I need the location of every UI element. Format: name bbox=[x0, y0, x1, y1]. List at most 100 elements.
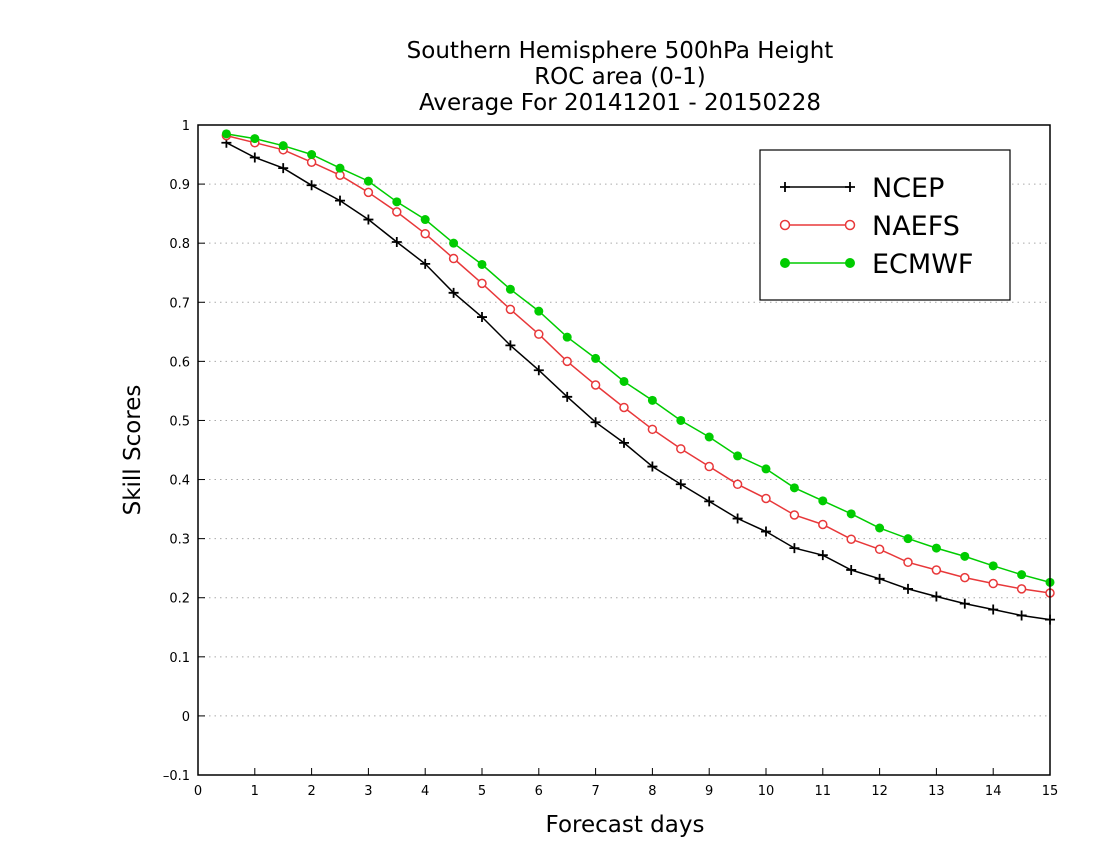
point-ecmwf bbox=[307, 150, 317, 160]
y-tick-label: –0.1 bbox=[163, 769, 190, 784]
y-tick-label: 0.2 bbox=[169, 592, 190, 607]
point-naefs bbox=[590, 380, 601, 390]
series-line-naefs bbox=[226, 134, 1051, 594]
point-ncep bbox=[988, 604, 999, 615]
x-tick-label: 14 bbox=[985, 784, 1002, 799]
point-naefs bbox=[903, 557, 913, 568]
point-naefs bbox=[306, 157, 317, 167]
point-ecmwf bbox=[875, 523, 885, 533]
x-axis-label: Forecast days bbox=[546, 812, 705, 838]
point-ncep bbox=[249, 152, 260, 163]
point-ecmwf bbox=[278, 141, 288, 151]
point-ecmwf bbox=[733, 451, 743, 461]
point-ecmwf bbox=[619, 376, 629, 386]
title-line-2: ROC area (0-1) bbox=[534, 64, 706, 90]
y-tick-label: 0.6 bbox=[169, 355, 190, 370]
y-tick-label: 0 bbox=[182, 710, 190, 725]
point-naefs bbox=[846, 534, 856, 544]
point-ncep bbox=[477, 312, 487, 323]
point-ncep bbox=[675, 479, 686, 490]
legend-ecmwf-marker-right bbox=[845, 258, 855, 268]
legend-naefs-label: NAEFS bbox=[872, 211, 960, 242]
title-line-1: Southern Hemisphere 500hPa Height bbox=[407, 38, 834, 64]
point-ecmwf bbox=[903, 534, 913, 544]
point-ncep bbox=[846, 564, 857, 575]
point-naefs bbox=[1016, 584, 1027, 594]
point-ncep bbox=[590, 417, 601, 428]
point-ecmwf bbox=[591, 353, 601, 363]
x-tick-label: 9 bbox=[705, 784, 713, 799]
y-tick-label: 0.5 bbox=[169, 414, 190, 429]
point-ncep bbox=[704, 496, 715, 507]
point-ecmwf bbox=[761, 464, 771, 474]
x-tick-label: 8 bbox=[648, 784, 656, 799]
x-tick-label: 10 bbox=[758, 784, 775, 799]
title-line-3: Average For 20141201 - 20150228 bbox=[419, 90, 821, 116]
point-ecmwf bbox=[676, 415, 686, 425]
point-ecmwf bbox=[477, 259, 487, 269]
legend-naefs-marker-right bbox=[844, 219, 856, 231]
y-tick-label: 0.3 bbox=[169, 533, 190, 548]
point-ecmwf bbox=[789, 483, 799, 493]
point-ecmwf bbox=[392, 197, 402, 207]
point-ecmwf bbox=[988, 561, 998, 571]
point-naefs bbox=[960, 572, 970, 583]
point-ncep bbox=[505, 340, 516, 351]
point-ecmwf bbox=[534, 306, 544, 316]
point-ncep bbox=[732, 513, 743, 524]
point-naefs bbox=[363, 187, 374, 198]
point-ecmwf bbox=[960, 551, 970, 561]
point-ncep bbox=[363, 214, 374, 225]
point-ncep bbox=[420, 258, 431, 269]
x-tick-label: 6 bbox=[535, 784, 543, 799]
x-tick-label: 12 bbox=[871, 784, 888, 799]
point-ecmwf bbox=[420, 215, 430, 225]
point-naefs bbox=[477, 278, 487, 289]
point-naefs bbox=[704, 461, 714, 472]
point-naefs bbox=[789, 510, 800, 520]
legend: NCEP NAEFS ECMWF bbox=[759, 149, 1011, 301]
x-tick-label: 15 bbox=[1042, 784, 1059, 799]
legend-ncep-marker bbox=[780, 182, 855, 192]
point-ecmwf bbox=[562, 332, 572, 342]
series-line-ecmwf bbox=[226, 133, 1051, 584]
x-tick-label: 11 bbox=[815, 784, 832, 799]
point-ncep bbox=[874, 573, 885, 584]
point-naefs bbox=[420, 228, 430, 239]
point-ecmwf bbox=[846, 509, 856, 519]
x-tick-label: 5 bbox=[478, 784, 486, 799]
axes: –0.100.10.20.30.40.50.60.70.80.910 1 2 3 4 5 6… bbox=[163, 119, 1058, 799]
point-ncep bbox=[448, 287, 459, 298]
point-ecmwf bbox=[449, 238, 459, 248]
point-ecmwf bbox=[505, 284, 515, 294]
point-ncep bbox=[391, 237, 402, 247]
point-ncep bbox=[761, 526, 771, 537]
y-axis-label: Skill Scores bbox=[120, 385, 146, 516]
series-layer bbox=[221, 129, 1055, 625]
chart-title: Southern Hemisphere 500hPa Height ROC ar… bbox=[407, 38, 834, 116]
y-tick-label: 0.8 bbox=[169, 237, 190, 252]
point-ecmwf bbox=[647, 395, 657, 405]
point-naefs bbox=[761, 493, 771, 504]
point-ncep bbox=[647, 461, 658, 472]
point-naefs bbox=[676, 444, 686, 454]
point-ecmwf bbox=[363, 176, 373, 186]
legend-entry-ecmwf: ECMWF bbox=[780, 249, 973, 280]
point-ncep bbox=[959, 598, 970, 609]
point-ecmwf bbox=[250, 134, 260, 144]
point-naefs bbox=[448, 253, 459, 264]
series-line-ncep bbox=[226, 142, 1051, 621]
point-naefs bbox=[647, 424, 658, 435]
x-tick-label: 2 bbox=[307, 784, 315, 799]
point-naefs bbox=[619, 402, 629, 413]
point-naefs bbox=[732, 479, 743, 490]
point-ecmwf bbox=[221, 129, 231, 139]
point-ecmwf bbox=[1017, 570, 1027, 580]
point-ncep bbox=[562, 391, 573, 402]
y-tick-label: 0.4 bbox=[169, 474, 190, 489]
legend-ecmwf-marker-left bbox=[780, 258, 790, 268]
point-naefs bbox=[392, 207, 402, 217]
legend-ncep-label: NCEP bbox=[872, 173, 944, 204]
point-ncep bbox=[619, 437, 629, 448]
